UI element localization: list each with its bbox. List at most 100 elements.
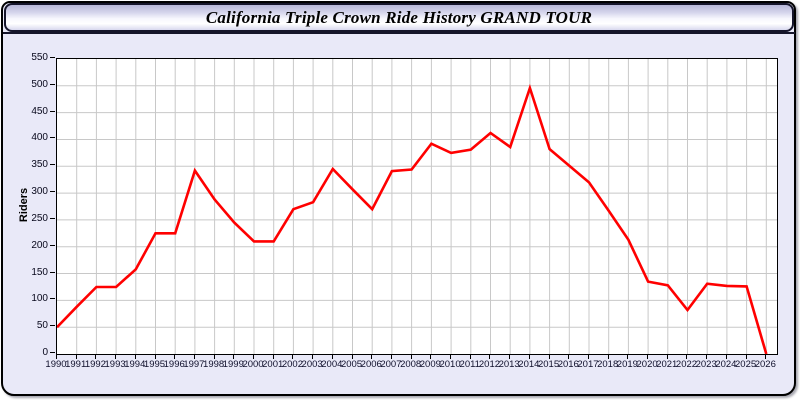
x-axis-tick-label: 1992 bbox=[84, 359, 106, 370]
y-axis-tick-label: 550 bbox=[31, 52, 48, 63]
x-axis-tick-label: 2015 bbox=[537, 359, 560, 370]
title-bar: California Triple Crown Ride History GRA… bbox=[4, 3, 794, 32]
x-axis-tick bbox=[134, 354, 136, 359]
x-axis-tick bbox=[647, 354, 649, 359]
x-axis-tick-label: 1995 bbox=[143, 359, 166, 370]
y-axis-tick-label: 100 bbox=[31, 293, 48, 305]
x-axis-tick bbox=[390, 354, 392, 359]
x-axis-tick-label: 1993 bbox=[104, 359, 126, 370]
x-axis-tick-label: 1998 bbox=[203, 359, 225, 370]
x-axis-tick-label: 2018 bbox=[597, 359, 619, 370]
x-axis-tick bbox=[371, 354, 373, 359]
x-axis-tick bbox=[213, 354, 215, 359]
x-axis-tick bbox=[430, 354, 432, 359]
x-axis-tick bbox=[548, 354, 550, 359]
x-axis-tick-label: 2021 bbox=[656, 359, 678, 370]
x-axis-tick bbox=[154, 354, 156, 359]
x-axis-tick bbox=[174, 354, 176, 359]
x-axis-tick bbox=[607, 354, 609, 359]
x-axis-tick-label: 1991 bbox=[65, 359, 87, 370]
y-axis-tick bbox=[50, 325, 55, 327]
riders-series-line bbox=[57, 83, 768, 354]
y-axis-tick-label: 50 bbox=[36, 320, 48, 332]
x-axis-tick bbox=[489, 354, 491, 359]
y-axis-tick bbox=[50, 352, 55, 353]
x-axis-tick-label: 1997 bbox=[183, 359, 205, 370]
x-axis-tick-label: 2025 bbox=[735, 359, 757, 370]
y-axis-tick bbox=[50, 217, 55, 219]
x-axis-tick-label: 2022 bbox=[675, 359, 698, 370]
y-axis-tick-label: 150 bbox=[31, 266, 48, 278]
x-axis-tick-label: 2008 bbox=[400, 359, 422, 370]
ride-history-line-chart bbox=[57, 59, 777, 354]
x-axis-tick-label: 2011 bbox=[459, 359, 480, 370]
x-axis-tick-label: 2017 bbox=[577, 359, 599, 370]
title-divider bbox=[3, 32, 795, 34]
y-axis-tick bbox=[50, 137, 55, 139]
x-axis-tick bbox=[233, 354, 235, 359]
x-axis-tick bbox=[115, 354, 117, 359]
x-axis-tick bbox=[587, 354, 589, 359]
y-axis-tick-label: 350 bbox=[31, 159, 48, 171]
x-axis-tick-label: 2000 bbox=[242, 359, 264, 370]
x-axis-tick-label: 2005 bbox=[340, 359, 363, 370]
x-axis-tick bbox=[312, 354, 314, 359]
x-axis-tick bbox=[56, 354, 57, 359]
x-axis-tick-label: 1996 bbox=[163, 359, 185, 370]
plot-area bbox=[56, 58, 778, 355]
x-axis-tick-label: 2006 bbox=[360, 359, 382, 370]
x-axis-tick bbox=[509, 354, 511, 359]
x-axis-tick-label: 2010 bbox=[439, 359, 461, 370]
x-axis-tick-label: 2020 bbox=[636, 359, 658, 370]
y-axis-tick bbox=[50, 110, 55, 112]
y-axis-tick-label: 500 bbox=[31, 78, 48, 90]
x-axis-tick bbox=[568, 354, 570, 359]
x-axis-tick-label: 2026 bbox=[754, 359, 776, 370]
x-axis-tick bbox=[686, 354, 688, 359]
y-axis-tick bbox=[50, 164, 55, 166]
y-axis-tick-label: 400 bbox=[31, 132, 48, 144]
x-axis-tick bbox=[528, 354, 530, 359]
y-axis-tick-label: 200 bbox=[31, 239, 48, 251]
y-axis-tick bbox=[50, 57, 55, 58]
x-axis-tick-label: 2007 bbox=[380, 359, 402, 370]
x-axis-tick bbox=[193, 354, 195, 359]
y-axis-tick-label: 0 bbox=[42, 347, 48, 358]
x-axis-tick-label: 2004 bbox=[321, 359, 343, 370]
x-axis-tick bbox=[75, 354, 77, 359]
x-axis-tick bbox=[745, 354, 747, 359]
x-axis-tick-label: 2019 bbox=[616, 359, 638, 370]
x-axis-tick-label: 2013 bbox=[498, 359, 520, 370]
x-axis-tick bbox=[331, 354, 333, 359]
x-axis-tick bbox=[627, 354, 629, 359]
y-axis-tick bbox=[50, 271, 55, 273]
y-axis-tick-label: 450 bbox=[31, 105, 48, 117]
x-axis-tick bbox=[469, 354, 471, 359]
x-axis-tick-label: 2002 bbox=[281, 359, 303, 370]
x-axis-tick-label: 1994 bbox=[124, 359, 146, 370]
x-axis-tick bbox=[706, 354, 708, 359]
y-axis-tick bbox=[50, 83, 55, 85]
x-axis-tick bbox=[410, 354, 412, 359]
x-axis-tick bbox=[272, 354, 274, 359]
x-axis-tick bbox=[351, 354, 353, 359]
y-axis-tick bbox=[50, 244, 55, 246]
page-title: California Triple Crown Ride History GRA… bbox=[205, 7, 593, 27]
x-axis-tick-label: 2003 bbox=[301, 359, 323, 370]
x-axis-tick-label: 1990 bbox=[45, 359, 67, 370]
x-axis-tick bbox=[725, 354, 727, 359]
x-axis-tick bbox=[292, 354, 294, 359]
x-axis-tick-label: 2014 bbox=[518, 359, 540, 370]
x-axis-tick-label: 1999 bbox=[222, 359, 244, 370]
x-axis-tick bbox=[95, 354, 97, 359]
x-axis-tick bbox=[765, 354, 767, 359]
x-axis-tick-label: 2016 bbox=[557, 359, 579, 370]
x-axis-tick bbox=[253, 354, 255, 359]
x-axis-tick-label: 2009 bbox=[419, 359, 441, 370]
x-axis-tick-label: 2012 bbox=[478, 359, 501, 370]
y-axis-tick-label: 300 bbox=[31, 186, 48, 198]
x-axis-tick bbox=[450, 354, 452, 359]
y-axis-tick bbox=[50, 191, 55, 193]
y-axis-tick bbox=[50, 298, 55, 300]
x-axis-tick-label: 2001 bbox=[262, 359, 284, 370]
